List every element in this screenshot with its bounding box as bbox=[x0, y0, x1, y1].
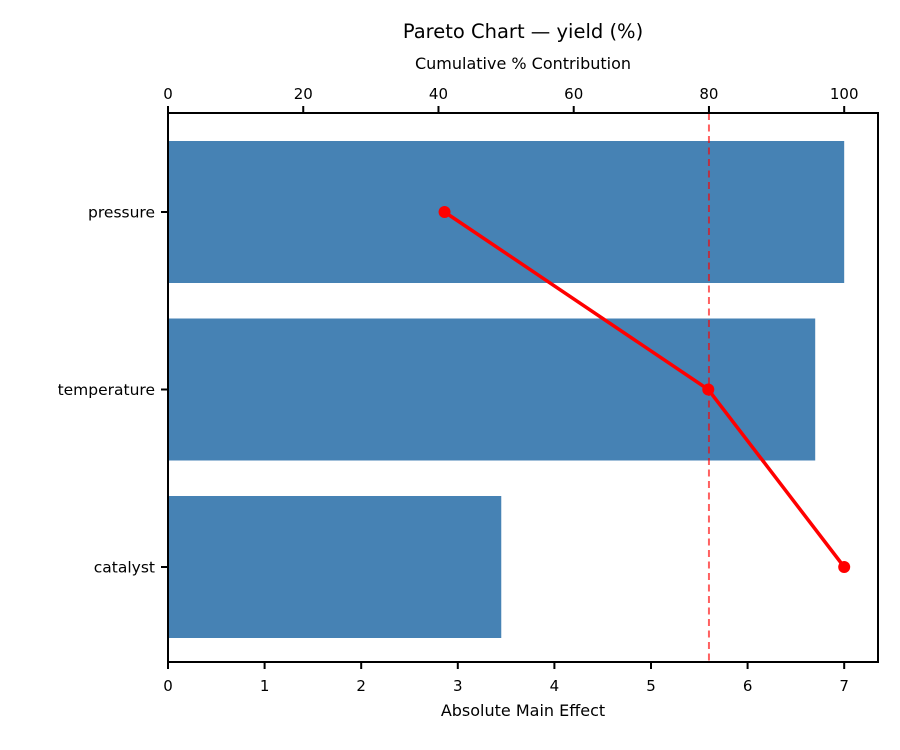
bar-temperature bbox=[168, 318, 816, 461]
top-tick-label: 60 bbox=[564, 85, 583, 103]
top-tick-label: 100 bbox=[830, 85, 859, 103]
bottom-axis-label: Absolute Main Effect bbox=[440, 701, 606, 720]
bottom-tick-label: 5 bbox=[646, 677, 656, 695]
bar-pressure bbox=[168, 141, 845, 283]
top-axis-label: Cumulative % Contribution bbox=[414, 54, 632, 73]
bottom-tick-label: 3 bbox=[453, 677, 463, 695]
cumulative-marker-pressure bbox=[438, 206, 451, 218]
bottom-tick-label: 6 bbox=[743, 677, 753, 695]
bottom-tick-label: 7 bbox=[839, 677, 849, 695]
bar-catalyst bbox=[168, 496, 502, 638]
cumulative-marker-temperature bbox=[702, 383, 715, 396]
category-label-pressure: pressure bbox=[88, 203, 155, 221]
top-tick-label: 20 bbox=[294, 85, 313, 103]
plot-border bbox=[167, 112, 879, 663]
bottom-tick-label: 2 bbox=[356, 677, 366, 695]
chart-title: Pareto Chart — yield (%) bbox=[402, 20, 644, 43]
top-tick-label: 80 bbox=[699, 85, 718, 103]
category-label-catalyst: catalyst bbox=[94, 558, 155, 576]
top-tick-label: 0 bbox=[163, 85, 173, 103]
top-tick-label: 40 bbox=[429, 85, 448, 103]
bottom-tick-label: 4 bbox=[550, 677, 560, 695]
category-label-temperature: temperature bbox=[58, 381, 155, 399]
cumulative-marker-catalyst bbox=[838, 561, 851, 573]
bottom-tick-label: 0 bbox=[163, 677, 173, 695]
bottom-tick-label: 1 bbox=[260, 677, 270, 695]
